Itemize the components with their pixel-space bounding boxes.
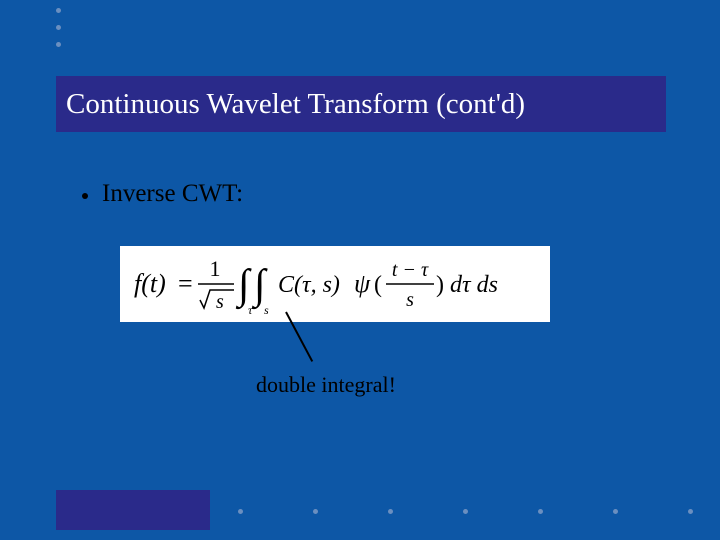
formula-lhs: f(t) [134,269,166,298]
equals-sign: = [178,269,193,298]
dot [538,509,543,514]
bullet-text: Inverse CWT: [102,180,243,208]
frac-den: s [406,289,414,311]
bullet-icon [82,193,88,199]
frac-num: t − τ [392,259,429,281]
dot [388,509,393,514]
bullet-row: Inverse CWT: [82,180,243,208]
rparen: ) [436,272,444,298]
int-sub2: s [264,303,269,317]
lparen: ( [374,272,382,298]
decorative-block-bottom [56,490,210,530]
coef-den-sqrt: s [216,291,224,313]
dot [238,509,243,514]
decorative-dots-bottom [238,509,693,514]
dot [313,509,318,514]
dot [56,25,61,30]
dot [463,509,468,514]
differentials: dτ ds [450,272,498,298]
slide-title: Continuous Wavelet Transform (cont'd) [66,88,525,121]
formula-svg: f(t) = 1 s ∫ ∫ τ s C(τ, s) ψ ( t − τ s )… [120,246,550,322]
int-sub1: τ [248,303,253,317]
dot [688,509,693,514]
dot [56,8,61,13]
decorative-dots-top [56,8,61,59]
psi: ψ [354,269,371,298]
title-bar: Continuous Wavelet Transform (cont'd) [56,76,666,132]
formula-box: f(t) = 1 s ∫ ∫ τ s C(τ, s) ψ ( t − τ s )… [120,246,550,322]
dot [613,509,618,514]
dot [56,42,61,47]
coef-numerator: 1 [210,256,221,281]
integrand-C: C(τ, s) [278,272,340,298]
annotation-text: double integral! [256,372,396,398]
